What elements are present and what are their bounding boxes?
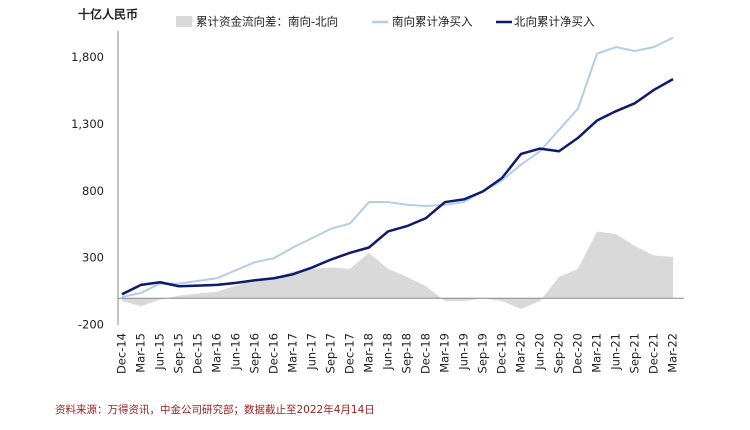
x-tick-label: Dec-18 (419, 333, 433, 374)
x-tick-label: Sep-15 (172, 333, 186, 373)
x-tick-label: Jun-20 (533, 333, 547, 371)
y-tick-label: -200 (78, 318, 104, 332)
x-tick-label: Dec-21 (647, 333, 661, 374)
legend-label: 累计资金流向差：南向-北向 (196, 15, 338, 29)
source-note: 资料来源：万得资讯，中金公司研究部；数据截止至2022年4月14日 (55, 403, 375, 416)
x-tick-label: Mar-21 (590, 333, 604, 373)
x-tick-label: Dec-19 (495, 333, 509, 374)
x-tick-label: Dec-20 (571, 333, 585, 374)
x-tick-label: Dec-17 (343, 333, 357, 374)
x-tick-label: Sep-17 (324, 333, 338, 373)
line (121, 36, 674, 298)
area (122, 231, 673, 309)
x-tick-label: Dec-14 (115, 333, 129, 374)
x-tick-label: Mar-19 (438, 333, 452, 373)
x-tick-label: Sep-19 (476, 333, 490, 373)
x-tick-label: Mar-16 (210, 333, 224, 373)
x-tick-label: Mar-15 (134, 333, 148, 373)
x-tick-label: Mar-17 (286, 333, 300, 373)
x-tick-label: Mar-18 (362, 333, 376, 373)
x-tick-label: Mar-20 (514, 333, 528, 373)
legend-label: 南向累计净买入 (392, 15, 473, 29)
x-tick-label: Jun-16 (229, 333, 243, 371)
legend-swatch (176, 16, 192, 27)
y-tick-label: 1,300 (71, 117, 104, 131)
x-tick-label: Jun-15 (153, 333, 167, 371)
y-tick-label: 1,800 (71, 50, 104, 64)
x-tick-label: Sep-21 (628, 333, 642, 373)
x-tick-label: Dec-16 (267, 333, 281, 374)
y-tick-label: 300 (82, 251, 104, 265)
x-tick-label: Jun-18 (381, 333, 395, 371)
x-tick-label: Jun-17 (305, 333, 319, 371)
legend-label: 北向累计净买入 (514, 15, 595, 29)
x-tick-label: Sep-20 (552, 333, 566, 373)
y-axis-unit: 十亿人民币 (78, 7, 138, 22)
y-tick-label: 800 (82, 184, 104, 198)
line (121, 78, 674, 296)
x-tick-label: Jun-21 (609, 333, 623, 371)
x-tick-label: Sep-18 (400, 333, 414, 373)
x-tick-label: Sep-16 (248, 333, 262, 373)
x-tick-label: Jun-19 (457, 333, 471, 371)
x-tick-label: Dec-15 (191, 333, 205, 374)
x-tick-label: Mar-22 (666, 333, 680, 373)
